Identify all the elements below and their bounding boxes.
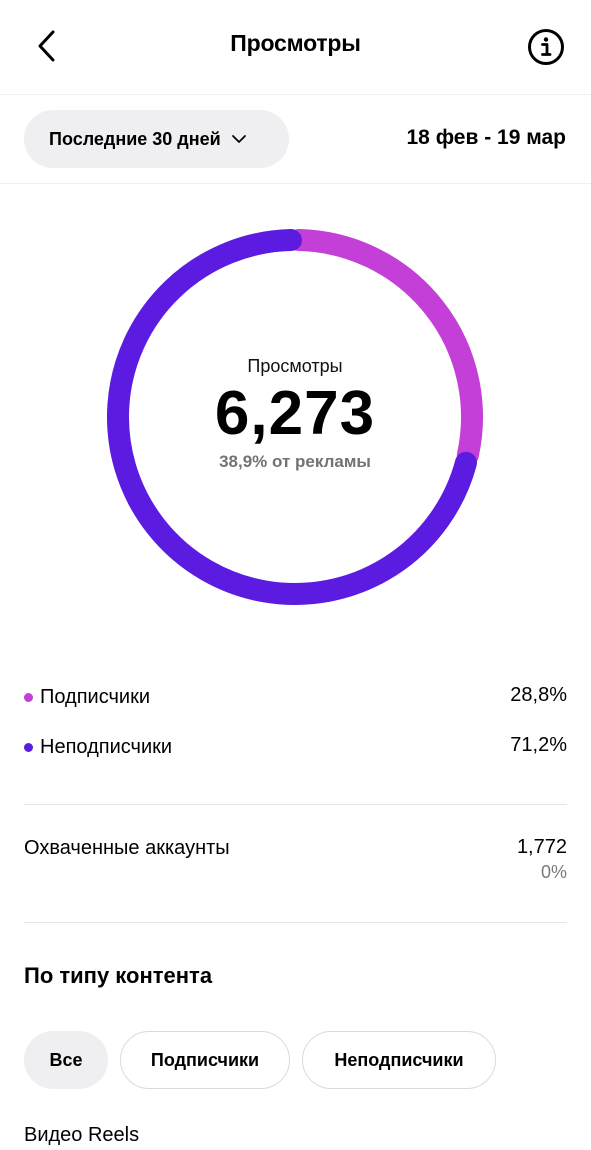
period-label: Последние 30 дней xyxy=(49,128,221,149)
donut-svg xyxy=(107,229,483,605)
donut-slice-non-followers xyxy=(107,229,477,605)
legend-label: Подписчики xyxy=(40,685,151,708)
info-circle-icon xyxy=(528,29,564,65)
legend-item-non-followers: Неподписчики 71,2% xyxy=(24,722,567,772)
content-type-filter: Все Подписчики Неподписчики xyxy=(24,1031,496,1089)
info-button[interactable] xyxy=(524,25,568,69)
chip-all[interactable]: Все xyxy=(24,1031,108,1089)
donut-center: Просмотры 6,273 38,9% от рекламы xyxy=(95,217,495,617)
back-button[interactable] xyxy=(26,22,66,70)
donut-total: 6,273 xyxy=(214,378,376,448)
legend-value: 71,2% xyxy=(510,734,567,756)
content-type-title: По типу контента xyxy=(24,963,213,988)
donut-subtitle: 38,9% от рекламы xyxy=(219,452,371,472)
divider xyxy=(24,922,567,923)
chip-non-followers[interactable]: Неподписчики xyxy=(302,1031,496,1089)
legend-dot xyxy=(24,742,33,752)
chip-followers[interactable]: Подписчики xyxy=(120,1031,290,1089)
legend-value: 28,8% xyxy=(510,684,567,706)
legend-label: Неподписчики xyxy=(40,735,173,758)
donut-title: Просмотры xyxy=(247,355,343,376)
donut-slice-followers xyxy=(288,229,483,466)
date-range: 18 фев - 19 мар xyxy=(406,126,567,149)
reach-label: Охваченные аккаунты xyxy=(24,837,230,859)
legend-dot xyxy=(24,692,33,702)
chevron-left-icon xyxy=(38,30,55,62)
filter-row: Последние 30 дней 18 фев - 19 мар xyxy=(0,96,591,184)
accounts-reached-row[interactable]: Охваченные аккаунты 1,772 0% xyxy=(24,832,567,892)
audience-legend: Подписчики 28,8% Неподписчики 71,2% xyxy=(24,672,567,772)
views-donut-chart: Просмотры 6,273 38,9% от рекламы xyxy=(95,217,495,617)
legend-item-followers: Подписчики 28,8% xyxy=(24,672,567,722)
chevron-down-icon xyxy=(231,134,247,144)
reach-value: 1,772 xyxy=(516,836,567,858)
reach-change: 0% xyxy=(540,862,567,882)
period-dropdown[interactable]: Последние 30 дней xyxy=(24,110,289,168)
content-item-reels[interactable]: Видео Reels xyxy=(24,1124,140,1146)
divider xyxy=(24,804,567,805)
page-title: Просмотры xyxy=(230,30,361,56)
top-bar: Просмотры xyxy=(0,0,591,95)
